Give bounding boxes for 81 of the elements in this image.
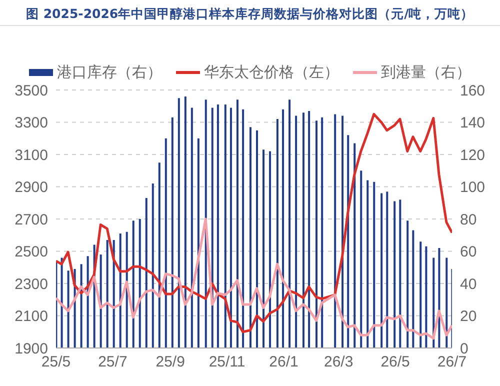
y-tick-label: 3500 [14, 82, 48, 100]
bar [282, 109, 284, 348]
bar [242, 109, 244, 348]
bar [373, 182, 376, 348]
bar [184, 96, 186, 348]
y-tick-label: 2100 [14, 308, 48, 326]
bar [230, 108, 232, 348]
y-tick-label: 2700 [14, 211, 48, 228]
bar [295, 116, 298, 348]
bar [132, 220, 134, 348]
x-tick-label: 26/3 [324, 354, 354, 371]
bar [438, 248, 440, 348]
bar [315, 120, 318, 348]
bar [164, 138, 167, 348]
bar [354, 143, 356, 348]
bar [256, 130, 258, 348]
bar [276, 119, 278, 348]
bar [446, 258, 448, 348]
bar [425, 246, 428, 348]
bar [302, 112, 304, 348]
bar [100, 254, 102, 348]
chart-title: 图 2025-2026年中国甲醇港口样本库存周数据与价格对比图（元/吨，万吨） [0, 0, 500, 26]
y-tick-label: 3300 [14, 114, 48, 132]
bar [211, 108, 214, 348]
bar [380, 193, 383, 348]
bar [342, 116, 344, 348]
y2-tick-label: 120 [460, 146, 486, 164]
bar [178, 98, 180, 348]
bar [420, 242, 422, 348]
bar [262, 150, 265, 348]
y2-tick-label: 60 [460, 244, 477, 261]
bar [145, 198, 148, 348]
x-tick-label: 25/11 [208, 354, 246, 371]
x-tick-label: 25/7 [98, 354, 128, 371]
bar [80, 264, 82, 348]
bar [197, 138, 200, 348]
bar [321, 117, 324, 348]
bar [360, 170, 362, 348]
y-tick-label: 2500 [14, 244, 48, 261]
bar [67, 270, 70, 348]
bar [288, 100, 291, 348]
y-tick-label: 2300 [14, 276, 48, 293]
bar [224, 104, 226, 348]
bar [269, 151, 272, 348]
legend-label: 华东太仓价格（左） [204, 62, 339, 82]
bar [386, 192, 388, 348]
bar [249, 127, 252, 348]
bar [432, 258, 435, 348]
y-tick-label: 2900 [14, 179, 48, 196]
legend-label: 港口库存（右） [57, 62, 162, 82]
bar [236, 100, 238, 348]
bar [412, 230, 414, 348]
bar [399, 200, 402, 348]
bar [394, 201, 396, 348]
bar [152, 184, 154, 348]
y-tick-label: 3100 [14, 146, 48, 164]
legend-label: 到港量（右） [381, 62, 471, 82]
bar [106, 240, 108, 348]
x-tick-label: 26/5 [380, 354, 410, 371]
bar [406, 220, 409, 348]
bar [216, 104, 219, 348]
bar [308, 110, 310, 348]
bar [60, 258, 63, 348]
x-tick-label: 25/9 [156, 354, 185, 371]
bar [119, 234, 122, 348]
y2-tick-label: 140 [460, 114, 486, 132]
x-tick-label: 26/1 [269, 354, 298, 371]
y2-tick-label: 160 [460, 82, 486, 100]
y2-tick-label: 40 [460, 276, 477, 293]
line-series [56, 218, 452, 340]
line-series [56, 112, 452, 334]
bar [366, 180, 369, 348]
y2-tick-label: 100 [460, 179, 486, 196]
bar [334, 114, 336, 348]
bar [138, 219, 141, 348]
bar [190, 108, 193, 348]
y2-tick-label: 80 [460, 211, 477, 228]
bar [347, 135, 350, 348]
bar [158, 162, 160, 348]
bar [171, 117, 174, 348]
y2-tick-label: 20 [460, 308, 477, 326]
